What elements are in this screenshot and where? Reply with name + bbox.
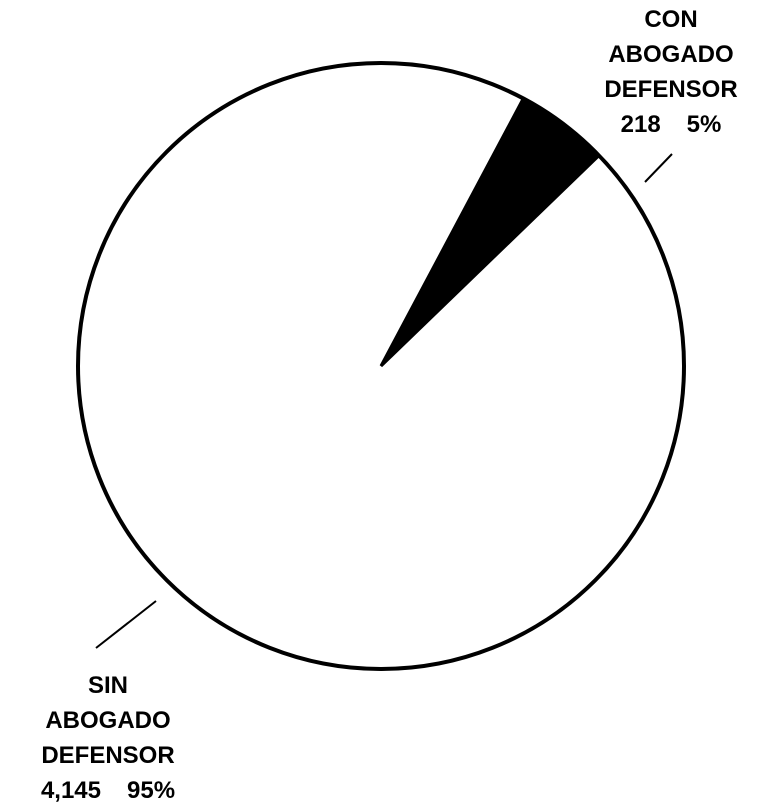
- slice-value-line: 218 5%: [571, 107, 771, 142]
- slice-label-line: ABOGADO: [608, 41, 734, 68]
- slice-label-sin-abogado: SIN ABOGADO DEFENSOR 4,145 95%: [8, 668, 208, 803]
- pie-outline: [76, 61, 686, 671]
- slice-label-line: CON: [644, 6, 698, 33]
- slice-count: 218: [620, 111, 661, 138]
- slice-percent: 95%: [127, 777, 176, 803]
- slice-label-line: SIN: [87, 672, 128, 699]
- slice-value-line: 4,145 95%: [8, 773, 208, 803]
- slice-label-line: DEFENSOR: [41, 742, 175, 769]
- slice-label-line: DEFENSOR: [604, 76, 738, 103]
- slice-label-con-abogado: CON ABOGADO DEFENSOR 218 5%: [571, 2, 771, 142]
- slice-count: 4,145: [40, 777, 101, 803]
- leader-line-sin: [95, 600, 157, 649]
- leader-line-con: [644, 153, 673, 183]
- pie-slices: [76, 61, 686, 671]
- slice-percent: 5%: [686, 111, 722, 138]
- slice-label-line: ABOGADO: [45, 707, 171, 734]
- leader-lines: [95, 153, 673, 649]
